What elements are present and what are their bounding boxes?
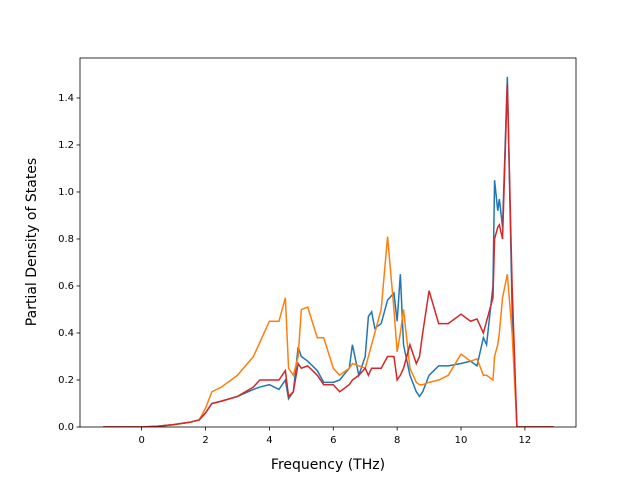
line-series bbox=[103, 76, 554, 427]
y-tick-label: 0.8 bbox=[58, 234, 74, 245]
plot-frame bbox=[79, 57, 577, 428]
y-axis-label: Partial Density of States bbox=[24, 158, 40, 326]
x-tick-label: 0 bbox=[138, 435, 144, 446]
y-tick-label: 0.6 bbox=[58, 281, 74, 292]
x-tick-label: 4 bbox=[266, 435, 272, 446]
y-tick-label: 0.4 bbox=[58, 328, 74, 339]
y-tick-label: 1.4 bbox=[58, 93, 74, 104]
line-series bbox=[103, 236, 554, 427]
y-tick-label: 1.2 bbox=[58, 140, 74, 151]
line-series bbox=[103, 83, 554, 427]
x-tick-label: 12 bbox=[519, 435, 532, 446]
x-tick-label: 8 bbox=[394, 435, 400, 446]
x-axis-label: Frequency (THz) bbox=[271, 457, 385, 473]
y-tick-label: 1.0 bbox=[58, 187, 74, 198]
x-tick-label: 2 bbox=[202, 435, 208, 446]
x-tick-label: 10 bbox=[455, 435, 468, 446]
x-tick-label: 6 bbox=[330, 435, 336, 446]
y-tick-label: 0.0 bbox=[58, 422, 74, 433]
y-tick-label: 0.2 bbox=[58, 375, 74, 386]
